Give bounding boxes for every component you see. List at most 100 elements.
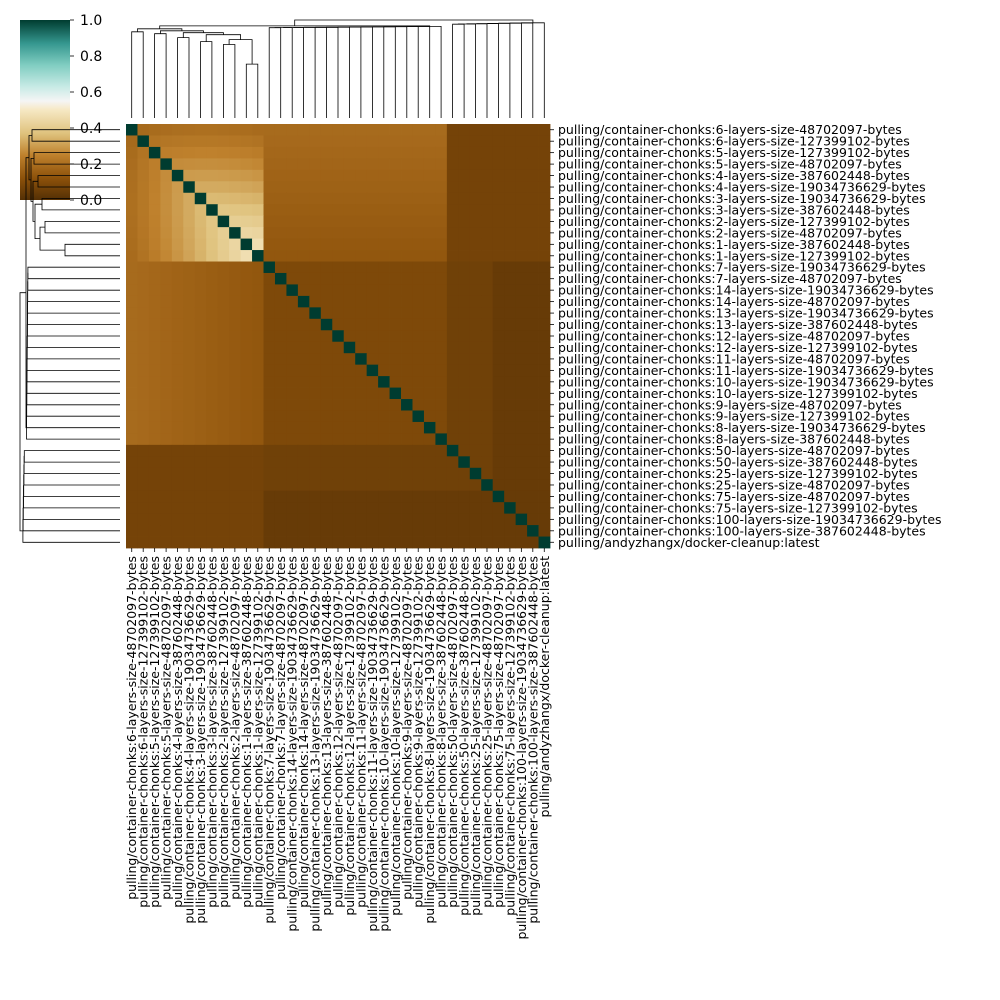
heatmap-cell (343, 433, 356, 446)
heatmap-cell (366, 467, 379, 480)
heatmap-cell (171, 318, 184, 331)
heatmap-cell (240, 250, 253, 262)
heatmap-cell (446, 204, 459, 217)
heatmap-cell (355, 181, 368, 194)
heatmap-cell (389, 169, 402, 182)
heatmap-cell (126, 146, 138, 159)
heatmap-cell (171, 353, 184, 366)
heatmap-cell (171, 330, 184, 343)
heatmap-cell (458, 364, 471, 377)
heatmap-cell (515, 330, 528, 343)
heatmap-cell (286, 525, 299, 537)
heatmap-cell (458, 330, 471, 343)
heatmap-cell (446, 433, 459, 446)
heatmap-cell (320, 376, 333, 388)
heatmap-cell (252, 467, 264, 480)
heatmap-cell (194, 238, 207, 251)
heatmap-cell (481, 513, 494, 526)
heatmap-cell (469, 467, 482, 480)
heatmap-cell (378, 525, 390, 537)
heatmap-cell (183, 399, 196, 411)
column-tick-label: pulling/container-chonks:8-layers-size-1… (422, 556, 437, 924)
heatmap-cell (423, 284, 436, 297)
heatmap-cell (252, 204, 264, 217)
column-tick-label: pulling/container-chonks:12-layers-size-… (342, 556, 357, 916)
row-tick-label: pulling/container-chonks:4-layers-size-3… (558, 168, 910, 183)
heatmap-cell (126, 307, 138, 320)
heatmap-cell (366, 295, 379, 308)
heatmap-cell (206, 146, 219, 159)
heatmap-cell (435, 513, 448, 526)
heatmap-cell (171, 204, 184, 217)
heatmap-cell (446, 410, 459, 423)
heatmap-cell (412, 353, 425, 366)
heatmap-cell (229, 502, 241, 515)
heatmap-cell (148, 467, 161, 480)
heatmap-cell (378, 272, 390, 285)
heatmap-cell (297, 525, 310, 537)
heatmap-cell (320, 307, 333, 320)
heatmap-cell (160, 158, 173, 171)
heatmap-cell (263, 387, 276, 400)
heatmap-cell (515, 318, 528, 331)
heatmap-cell (366, 399, 379, 411)
heatmap-cell (332, 135, 345, 148)
heatmap-cell (194, 135, 207, 148)
row-tick-label: pulling/container-chonks:4-layers-size-1… (558, 180, 926, 195)
heatmap-cell (469, 341, 482, 354)
heatmap-cell (309, 295, 322, 308)
heatmap-cell (229, 307, 241, 320)
heatmap-cell (355, 467, 368, 480)
heatmap-cell (320, 353, 333, 366)
heatmap-cell (401, 410, 413, 423)
heatmap-cell (297, 192, 310, 205)
heatmap-cell (389, 421, 402, 434)
heatmap-cell (297, 502, 310, 515)
heatmap-cell (263, 238, 276, 251)
heatmap-cell (469, 399, 482, 411)
heatmap-cell (527, 467, 539, 480)
heatmap-cell (148, 421, 161, 434)
heatmap-cell (343, 227, 356, 239)
heatmap-cell (481, 502, 494, 515)
heatmap-cell (378, 146, 390, 159)
heatmap-cell (435, 364, 448, 377)
heatmap-cell (527, 307, 539, 320)
heatmap-cell (206, 295, 219, 308)
heatmap-cell (263, 318, 276, 331)
heatmap-cell (229, 353, 241, 366)
heatmap-cell (126, 525, 138, 537)
heatmap-cell (252, 318, 264, 331)
heatmap-cell (137, 387, 150, 400)
heatmap-cell (194, 376, 207, 388)
heatmap-cell (297, 364, 310, 377)
heatmap-cell (378, 456, 390, 469)
heatmap-cell (389, 387, 402, 400)
heatmap-cell (332, 456, 345, 469)
heatmap-cell (378, 513, 390, 526)
heatmap-cell (148, 204, 161, 217)
column-dendrogram-link (182, 32, 224, 38)
colorbar-tick-label: 0.2 (80, 157, 102, 173)
heatmap-cell (355, 410, 368, 423)
heatmap-cell (240, 135, 253, 148)
heatmap-cell (504, 295, 517, 308)
heatmap-cell (527, 238, 539, 251)
heatmap-cell (160, 433, 173, 446)
heatmap-cell (492, 353, 505, 366)
heatmap-cell (137, 295, 150, 308)
heatmap-cell (435, 250, 448, 262)
heatmap-cell (412, 376, 425, 388)
heatmap-cell (343, 513, 356, 526)
row-tick-labels: pulling/container-chonks:6-layers-size-4… (550, 122, 942, 550)
heatmap-cell (423, 330, 436, 343)
heatmap-cell (126, 467, 138, 480)
column-dendrogram-link (200, 41, 213, 118)
heatmap-cell (469, 376, 482, 388)
heatmap-cell (286, 261, 299, 274)
heatmap-cell (137, 353, 150, 366)
heatmap-cell (515, 146, 528, 159)
heatmap-cell (297, 158, 310, 171)
heatmap-cell (401, 272, 413, 285)
column-tick-label: pulling/container-chonks:10-layers-size-… (376, 556, 391, 932)
